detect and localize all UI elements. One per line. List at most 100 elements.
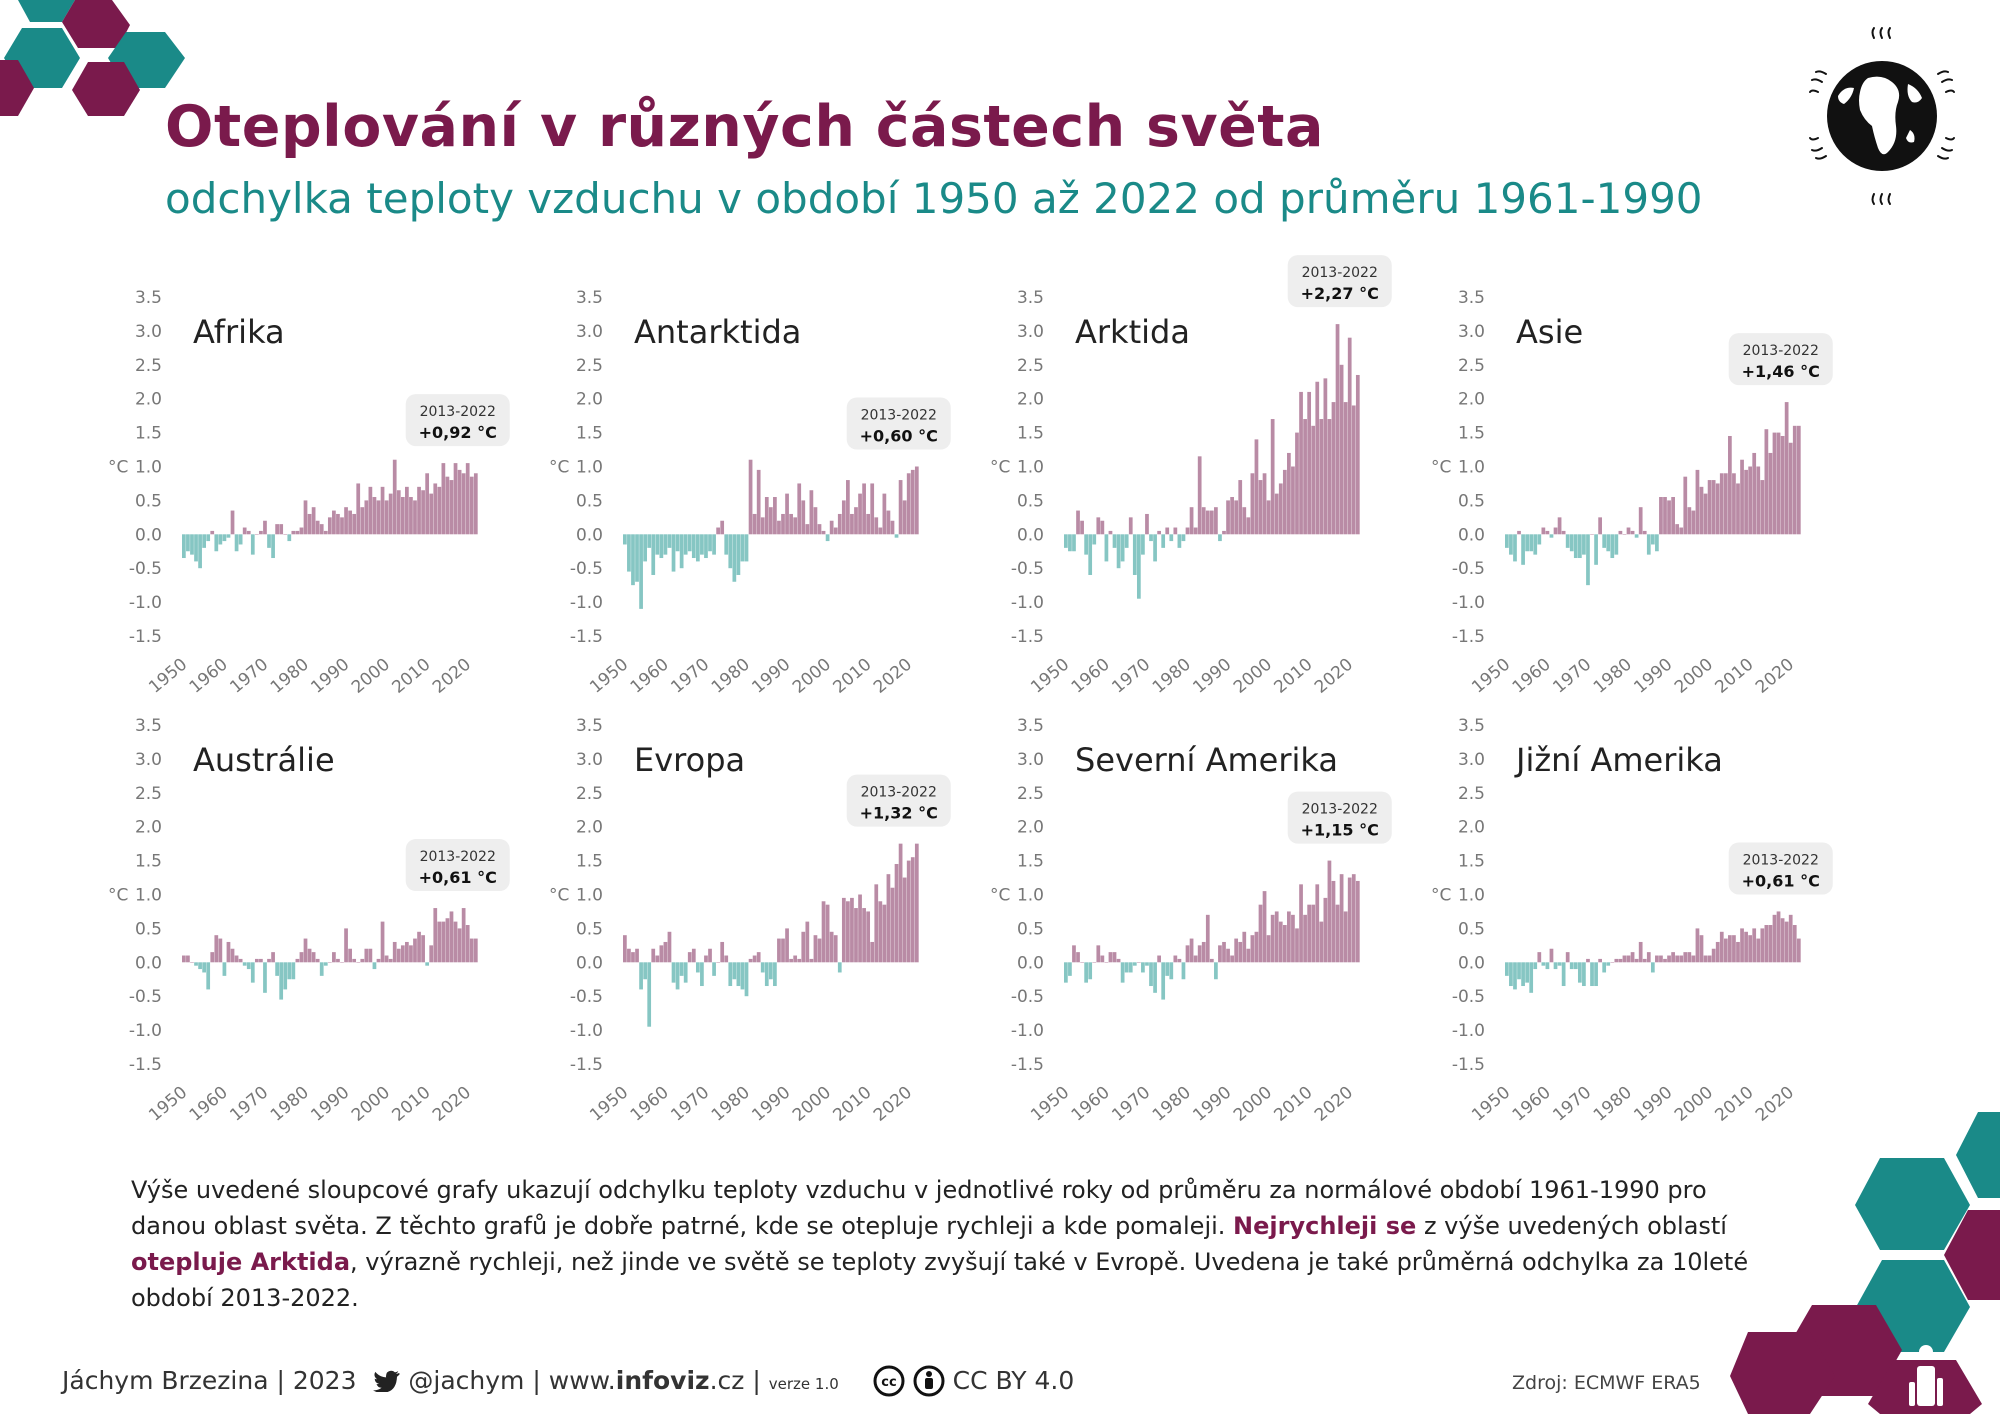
data-bar xyxy=(307,513,312,535)
data-bar xyxy=(1189,938,1194,963)
data-bar xyxy=(748,958,753,963)
data-bar xyxy=(728,534,733,569)
data-bar xyxy=(218,534,223,545)
data-bar xyxy=(655,534,660,555)
chart-svg: 3.5 3.0 2.5 2.0 1.5 1.0 0.5 0.0 -0.5 -1.0 -1.5 °C An… xyxy=(549,288,951,698)
data-bar xyxy=(1650,962,1655,973)
x-tick-label: 1980 xyxy=(1590,1083,1636,1126)
page-subtitle: odchylka teploty vzduchu v období 1950 a… xyxy=(165,174,1703,223)
footer-separator-2: | xyxy=(752,1366,761,1395)
badge-period: 2013-2022 xyxy=(1302,802,1378,818)
data-bar xyxy=(627,948,631,963)
twitter-handle[interactable]: @jachym xyxy=(408,1366,525,1395)
attribution-icon xyxy=(913,1365,945,1397)
data-bar xyxy=(671,534,676,572)
data-bar xyxy=(1764,429,1769,535)
data-bar xyxy=(752,955,757,963)
data-bar xyxy=(1343,402,1348,535)
data-bar xyxy=(1505,962,1509,976)
data-bar xyxy=(352,958,357,963)
data-bar xyxy=(797,958,802,963)
y-tick-label: 2.5 xyxy=(1458,356,1485,376)
data-bar xyxy=(279,962,284,1000)
data-bar xyxy=(1715,941,1720,963)
y-tick-label: 1.0 xyxy=(1458,886,1485,906)
description-part2: z výše uvedených oblastí xyxy=(1416,1212,1727,1240)
data-bar xyxy=(1295,432,1299,535)
y-tick-label: 0.0 xyxy=(135,525,162,545)
data-bar xyxy=(732,534,737,582)
region-label: Jižní Amerika xyxy=(1514,741,1723,779)
data-bar xyxy=(1218,945,1222,963)
data-bar xyxy=(1311,904,1316,963)
x-tick-label: 1960 xyxy=(1068,655,1114,698)
data-bar xyxy=(287,534,292,542)
y-tick-label: 1.0 xyxy=(135,886,162,906)
data-bar xyxy=(417,931,421,963)
y-tick-label: -1.5 xyxy=(1452,627,1485,647)
data-bar xyxy=(756,469,761,535)
data-bar xyxy=(1262,891,1267,963)
data-bar xyxy=(1537,534,1542,545)
data-bar xyxy=(1201,941,1206,963)
data-bar xyxy=(254,958,259,963)
x-tick-label: 2020 xyxy=(429,655,475,698)
data-bar xyxy=(833,527,838,535)
data-bar xyxy=(817,938,822,963)
website-link[interactable]: www.infoviz.cz xyxy=(549,1366,745,1395)
chart-svg: 3.5 3.0 2.5 2.0 1.5 1.0 0.5 0.0 -0.5 -1.0 -1.5 °C Ev… xyxy=(549,716,951,1126)
data-bar xyxy=(186,534,190,552)
data-bar xyxy=(194,534,198,562)
description-text: Výše uvedené sloupcové grafy ukazují odc… xyxy=(131,1172,1771,1316)
y-tick-label: -1.5 xyxy=(570,627,603,647)
data-bar xyxy=(1096,517,1101,535)
data-bar xyxy=(182,534,186,559)
data-bar xyxy=(1634,534,1639,538)
x-tick-label: 1970 xyxy=(667,655,713,698)
data-bar xyxy=(1197,945,1202,963)
data-bar xyxy=(728,962,733,987)
data-bar xyxy=(1744,469,1748,535)
data-bar xyxy=(683,962,688,983)
data-bar xyxy=(1606,962,1611,966)
y-tick-label: -0.5 xyxy=(129,559,162,579)
license-label[interactable]: CC BY 4.0 xyxy=(952,1366,1075,1395)
data-bar xyxy=(841,500,846,535)
data-bar xyxy=(675,534,680,552)
x-tick-label: 1980 xyxy=(267,1083,313,1126)
data-bar xyxy=(1214,962,1218,980)
x-tick-label: 1970 xyxy=(1108,1083,1154,1126)
y-tick-label: 2.0 xyxy=(1017,818,1044,838)
y-tick-label: 0.0 xyxy=(1458,953,1485,973)
data-bar xyxy=(801,500,806,535)
y-tick-label: 0.0 xyxy=(135,953,162,973)
data-bar xyxy=(1347,877,1352,963)
data-bar xyxy=(671,962,676,983)
data-bar xyxy=(259,530,263,535)
x-tick-label: 1950 xyxy=(145,655,191,698)
data-bar xyxy=(659,534,664,559)
data-bar xyxy=(441,463,446,535)
data-bar xyxy=(720,941,725,963)
data-bar xyxy=(1598,517,1602,535)
y-tick-label: 0.5 xyxy=(135,491,162,511)
data-bar xyxy=(429,493,434,535)
data-bar xyxy=(1541,527,1546,535)
data-bar xyxy=(1525,534,1529,552)
data-bar xyxy=(1772,914,1777,963)
data-bar xyxy=(1291,466,1295,535)
data-bar xyxy=(1642,958,1647,963)
data-bar xyxy=(793,517,798,535)
data-bar xyxy=(679,962,684,976)
description-highlight-1: Nejrychleji se xyxy=(1233,1212,1417,1240)
data-bar xyxy=(1784,921,1789,963)
badge-background xyxy=(846,397,951,450)
data-bar xyxy=(206,534,211,542)
data-bar xyxy=(740,962,745,990)
data-bar xyxy=(1521,534,1525,565)
data-bar xyxy=(1598,958,1602,963)
data-bar xyxy=(230,510,235,535)
data-bar xyxy=(388,493,393,535)
data-bar xyxy=(1120,962,1125,983)
data-bar xyxy=(874,884,879,963)
